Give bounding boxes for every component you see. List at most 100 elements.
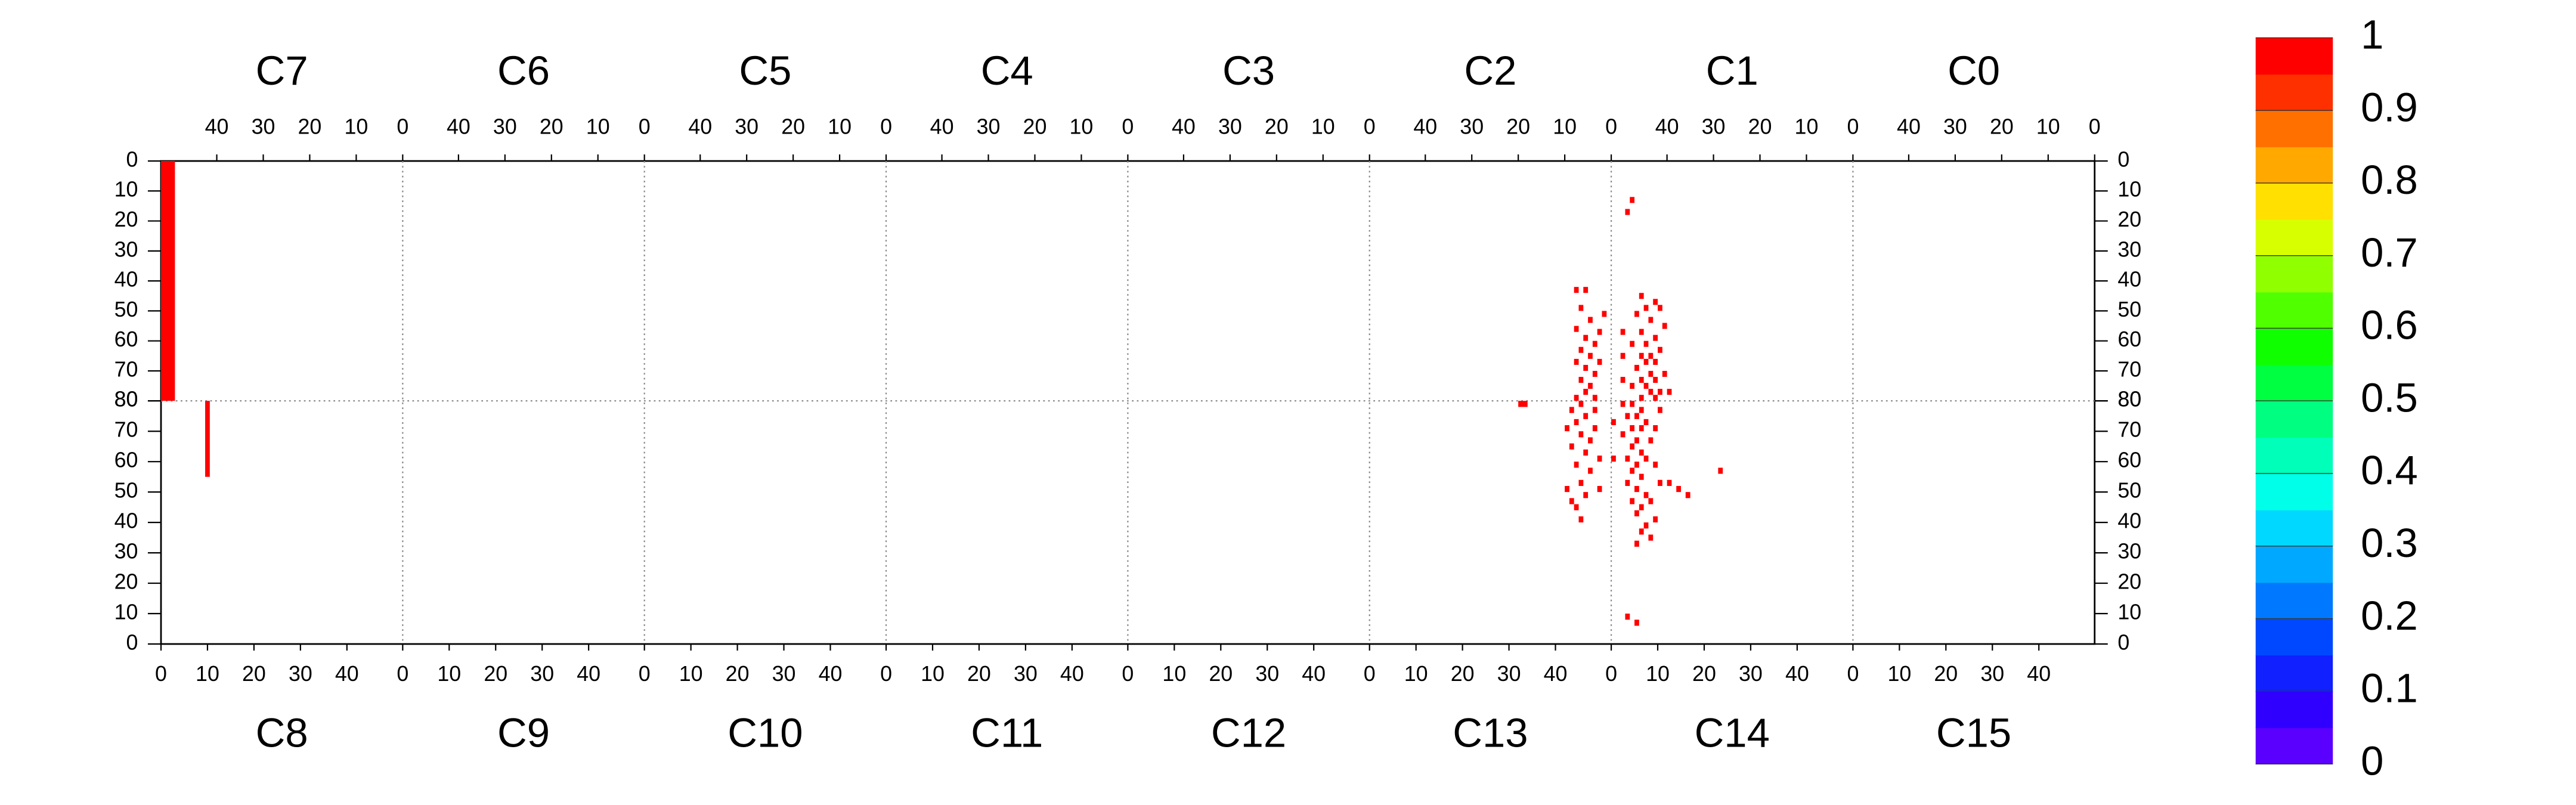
heat-cell [1653, 335, 1658, 341]
heat-cell [1592, 340, 1597, 347]
colorbar-label: 0.3 [2361, 520, 2418, 566]
heat-cell [1574, 504, 1579, 510]
heat-cell [1634, 364, 1639, 371]
colorbar-band [2255, 691, 2333, 729]
heat-cell [1653, 377, 1658, 383]
x-tick-label-top: 30 [977, 114, 1001, 138]
panel-name: C4 [981, 48, 1033, 94]
x-tick-label-bottom: 40 [1544, 662, 1568, 686]
x-tick-label-top: 10 [1795, 114, 1819, 138]
x-tick-label-top: 30 [493, 114, 517, 138]
heat-cell [1518, 401, 1528, 407]
heat-cell [1565, 425, 1569, 432]
x-tick-label-bottom: 10 [437, 662, 461, 686]
x-tick-label-top: 0 [1122, 114, 1134, 138]
heat-cell [1569, 443, 1574, 450]
heat-cell [1574, 287, 1579, 293]
x-tick-label-top: 10 [1553, 114, 1577, 138]
x-tick-label-top: 20 [298, 114, 322, 138]
y-tick-label-left: 40 [114, 509, 138, 533]
heat-cell [1639, 528, 1644, 535]
y-tick-label-right: 20 [2117, 570, 2141, 594]
heat-cell [1592, 425, 1597, 432]
x-tick-label-bottom: 10 [921, 662, 945, 686]
heat-cell [1611, 455, 1616, 462]
x-tick-label-top: 10 [1070, 114, 1094, 138]
x-tick-label-top: 30 [252, 114, 275, 138]
heat-cell [1597, 455, 1602, 462]
heat-cell [1588, 467, 1593, 474]
y-tick-label-right: 40 [2117, 509, 2141, 533]
heat-cell [1634, 437, 1639, 444]
x-tick-label-top: 20 [540, 114, 564, 138]
colorbar-label: 0.9 [2361, 84, 2418, 130]
heat-cell [1648, 370, 1654, 377]
x-tick-label-bottom: 0 [880, 662, 892, 686]
x-tick-label-bottom: 0 [1364, 662, 1376, 686]
heat-cell [1639, 377, 1644, 383]
x-tick-label-bottom: 30 [772, 662, 796, 686]
y-tick-label-left: 0 [126, 630, 138, 654]
heat-cell [1578, 346, 1584, 353]
panel-name: C15 [1936, 710, 2011, 756]
x-tick-label-bottom: 0 [639, 662, 651, 686]
x-tick-label-top: 10 [586, 114, 610, 138]
x-tick-label-top: 30 [1460, 114, 1484, 138]
heat-cell [1658, 407, 1662, 413]
colorbar-band [2255, 655, 2333, 692]
colorbar-band [2255, 147, 2333, 184]
x-tick-label-bottom: 30 [1255, 662, 1279, 686]
heat-cell [1630, 467, 1635, 474]
panel-name: C0 [1948, 48, 2000, 94]
heat-cell [1597, 358, 1602, 365]
x-tick-label-bottom: 30 [1980, 662, 2004, 686]
y-tick-label-right: 10 [2117, 600, 2141, 624]
x-tick-label-top: 0 [2089, 114, 2101, 138]
x-tick-label-bottom: 30 [530, 662, 554, 686]
heat-cell [1578, 516, 1584, 523]
heat-cell [1634, 620, 1639, 626]
heat-cell [1578, 377, 1584, 383]
heat-cell [1588, 383, 1593, 389]
x-tick-label-bottom: 0 [397, 662, 408, 686]
x-tick-label-top: 40 [1897, 114, 1921, 138]
y-tick-label-right: 0 [2117, 147, 2129, 171]
heat-cell [1658, 346, 1662, 353]
x-tick-label-bottom: 0 [1847, 662, 1859, 686]
colorbar-band [2255, 182, 2333, 220]
x-tick-label-top: 40 [688, 114, 712, 138]
x-tick-label-bottom: 10 [1162, 662, 1186, 686]
y-tick-label-right: 80 [2117, 388, 2141, 411]
heat-cell [1569, 498, 1574, 504]
heat-cell [1625, 455, 1630, 462]
y-tick-label-left: 20 [114, 570, 138, 594]
heat-cell [1639, 425, 1644, 432]
heat-cell [1667, 479, 1672, 486]
heat-cell [1648, 352, 1654, 359]
heat-cell [205, 401, 210, 477]
heat-cell [1643, 305, 1649, 311]
colorbar-band [2255, 509, 2333, 547]
colorbar-label: 0.7 [2361, 230, 2418, 275]
x-tick-label-bottom: 40 [1060, 662, 1084, 686]
colorbar-label: 0.4 [2361, 447, 2418, 493]
colorbar-label: 0.2 [2361, 593, 2418, 639]
heat-cell [1639, 473, 1644, 480]
heat-cell [1611, 419, 1616, 426]
x-tick-label-bottom: 30 [1739, 662, 1763, 686]
x-tick-label-top: 40 [205, 114, 229, 138]
y-tick-label-left: 40 [114, 268, 138, 292]
x-tick-label-bottom: 40 [2027, 662, 2051, 686]
y-tick-label-left: 50 [114, 479, 138, 503]
heat-cell [1625, 479, 1630, 486]
y-tick-label-right: 50 [2117, 298, 2141, 321]
x-tick-label-bottom: 0 [1122, 662, 1134, 686]
x-tick-label-bottom: 20 [1934, 662, 1958, 686]
x-tick-label-top: 20 [1748, 114, 1772, 138]
x-tick-label-top: 40 [1655, 114, 1679, 138]
x-tick-label-bottom: 40 [819, 662, 843, 686]
panel-name: C7 [256, 48, 308, 94]
heat-cell [161, 161, 175, 401]
y-tick-label-left: 10 [114, 178, 138, 202]
colorbar-label: 0.5 [2361, 374, 2418, 420]
